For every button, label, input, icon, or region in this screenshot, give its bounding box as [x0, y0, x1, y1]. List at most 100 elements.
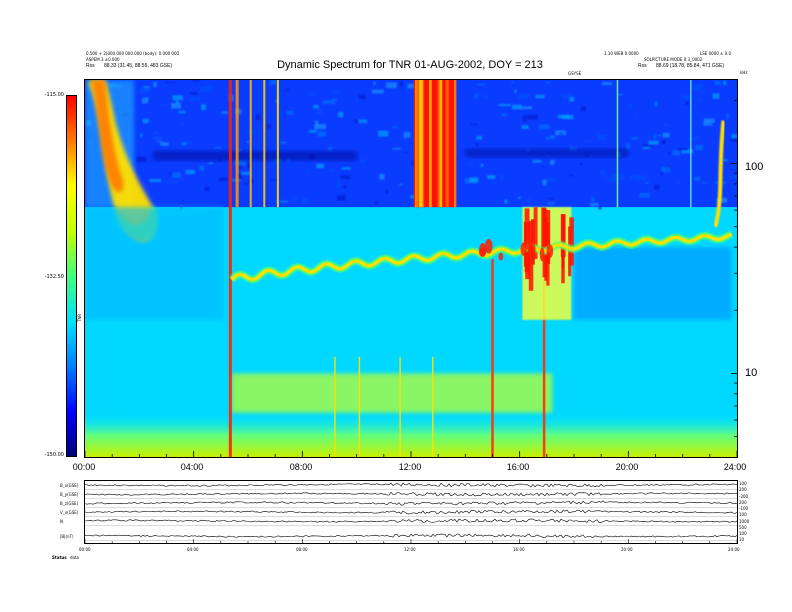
- panel-trace: [84, 500, 738, 506]
- upper-band-texture-cell: [523, 115, 527, 122]
- spectrogram-plot: [84, 79, 743, 458]
- upper-band-texture-cell: [399, 81, 404, 87]
- upper-band-texture-cell: [152, 137, 162, 139]
- upper-band-texture-cell: [142, 118, 149, 124]
- upper-band-texture-cell: [407, 83, 416, 89]
- upper-band-texture-cell: [547, 197, 555, 200]
- upper-band-texture-cell: [476, 135, 483, 140]
- upper-band-texture-cell: [569, 174, 574, 177]
- upper-band-texture-cell: [241, 171, 250, 175]
- upper-band-texture-cell: [542, 179, 547, 186]
- field-panels-svg: [84, 482, 738, 543]
- upper-band-texture-cell: [677, 148, 688, 151]
- midday-burst-red: [542, 208, 547, 278]
- burst-streak: [358, 356, 361, 457]
- upper-band-texture-cell: [511, 80, 514, 83]
- x-tick-label-1600: 16:00: [506, 462, 530, 472]
- colorbar: [66, 95, 77, 457]
- midday-burst-red: [533, 207, 538, 259]
- upper-band-texture-cell: [550, 160, 555, 165]
- upper-band-texture-cell: [204, 186, 210, 192]
- upper-band-texture-cell: [403, 132, 411, 138]
- upper-band-texture-cell: [215, 147, 221, 149]
- type-iii-burst-stripe: [419, 80, 423, 208]
- burst-streak: [491, 259, 494, 457]
- upper-band-texture-cell: [208, 162, 214, 165]
- burst-streak: [399, 356, 401, 457]
- upper-band-texture-cell: [336, 195, 346, 201]
- upper-band-texture-cell: [386, 82, 397, 89]
- upper-band-texture-cell: [549, 135, 555, 137]
- header-info-line2: ASPEM 3 ±0.000: [86, 57, 120, 62]
- upper-band-texture-cell: [598, 206, 602, 210]
- upper-band-texture-cell: [139, 87, 151, 94]
- upper-band-texture-cell: [246, 141, 250, 144]
- panel-scale-0: 100: [739, 481, 747, 486]
- upper-band-texture-cell: [179, 203, 183, 209]
- burst-streak: [690, 80, 692, 208]
- upper-band-texture-cell: [504, 199, 508, 204]
- upper-band-texture-cell: [653, 184, 660, 190]
- upper-band-texture-cell: [730, 163, 735, 169]
- panel-scale-5: 100: [739, 512, 747, 517]
- early-burst-orange: [91, 80, 124, 193]
- upper-band-texture-cell: [547, 202, 556, 205]
- upper-band-texture-cell: [360, 159, 365, 163]
- panel-label-n: N: [60, 519, 63, 524]
- panel-x-tick-3: 12:00: [404, 547, 416, 552]
- upper-band-texture-cell: [417, 205, 420, 209]
- x-tick-label-2000: 20:00: [615, 462, 639, 472]
- upper-band-texture-cell: [146, 96, 149, 102]
- upper-band-texture-cell: [532, 159, 542, 163]
- upper-band-texture-cell: [236, 149, 242, 152]
- type-iii-burst-stripe: [445, 80, 449, 208]
- lower-left-blue-patch: [85, 207, 224, 320]
- upper-band-texture-cell: [591, 196, 595, 202]
- spectrogram-ticks: [84, 99, 738, 457]
- x-tick-label-0000: 00:00: [72, 462, 96, 472]
- upper-band-texture-cell: [392, 148, 402, 150]
- upper-band-texture-cell: [603, 173, 607, 178]
- upper-band-texture-cell: [681, 149, 694, 154]
- upper-band-texture-cell: [662, 132, 670, 138]
- upper-band-texture-cell: [692, 84, 703, 91]
- upper-band-texture-cell: [372, 89, 384, 94]
- upper-band-texture-cell: [316, 163, 325, 169]
- burst-streak: [616, 80, 619, 208]
- upper-band-texture-cell: [500, 174, 504, 180]
- upper-band-texture-cell: [469, 177, 479, 183]
- type-iii-burst-stripe: [437, 80, 441, 208]
- upper-band-texture-cell: [160, 142, 169, 146]
- upper-band-texture-cell: [483, 95, 488, 99]
- upper-band-texture-cell: [661, 166, 671, 172]
- y-tick-label-10: 10: [745, 367, 758, 379]
- upper-band-texture-cell: [675, 181, 679, 186]
- upper-band-texture-cell: [153, 131, 158, 135]
- upper-band-texture-cell: [501, 114, 508, 116]
- burst-streak: [263, 80, 266, 208]
- type-iii-burst-stripe: [429, 80, 432, 208]
- upper-band-texture-cell: [316, 109, 322, 115]
- upper-band-texture-cell: [590, 203, 599, 207]
- panel-x-tick-5: 20:00: [621, 547, 633, 552]
- upper-band-texture-cell: [327, 147, 333, 151]
- type-iii-burst-stripe: [416, 80, 419, 208]
- upper-band-texture-cell: [301, 198, 308, 204]
- upper-band-texture-cell: [171, 102, 182, 109]
- upper-band-texture-cell: [309, 130, 317, 133]
- panel-x-tick-0: 00:00: [79, 547, 91, 552]
- burst-streak: [542, 259, 546, 457]
- plasma-line-hotspot: [539, 247, 545, 262]
- plasma-line-hotspot: [478, 247, 486, 257]
- upper-band-texture-cell: [281, 142, 287, 144]
- upper-band-texture-cell: [248, 131, 256, 134]
- panel-scale-9: 10: [739, 537, 745, 542]
- upper-band-texture-cell: [456, 103, 459, 106]
- upper-band-texture-cell: [407, 86, 412, 91]
- upper-band-texture-cell: [518, 93, 530, 100]
- upper-band-texture-cell: [701, 182, 708, 184]
- upper-band-texture-cell: [141, 97, 148, 104]
- upper-band-texture-cell: [166, 81, 177, 84]
- upper-band-texture-cell: [546, 81, 551, 84]
- upper-band-texture-cell: [379, 173, 385, 180]
